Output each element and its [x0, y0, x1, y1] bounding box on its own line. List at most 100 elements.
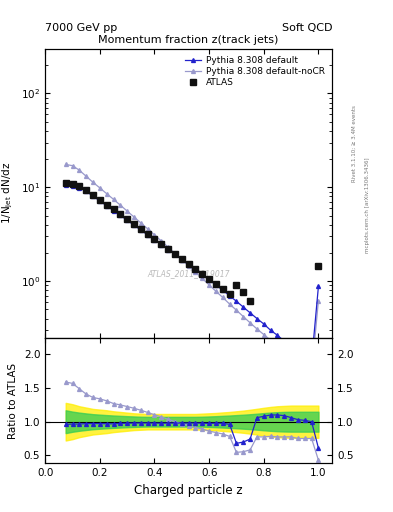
- ATLAS: [91, 192, 95, 198]
- Pythia 8.308 default-noCR: [145, 226, 150, 232]
- Pythia 8.308 default-noCR: [77, 167, 82, 173]
- ATLAS: [241, 289, 246, 295]
- ATLAS: [84, 187, 88, 194]
- ATLAS: [193, 266, 198, 272]
- ATLAS: [214, 281, 219, 287]
- Pythia 8.308 default: [309, 358, 314, 365]
- Pythia 8.308 default-noCR: [220, 294, 225, 301]
- Pythia 8.308 default-noCR: [159, 238, 163, 244]
- Pythia 8.308 default-noCR: [63, 161, 68, 167]
- Pythia 8.308 default-noCR: [173, 250, 177, 257]
- Pythia 8.308 default: [138, 227, 143, 233]
- Pythia 8.308 default: [255, 315, 259, 322]
- Pythia 8.308 default: [214, 282, 219, 288]
- Pythia 8.308 default-noCR: [289, 354, 294, 360]
- Pythia 8.308 default-noCR: [296, 360, 300, 366]
- Pythia 8.308 default-noCR: [193, 269, 198, 275]
- Pythia 8.308 default-noCR: [261, 331, 266, 337]
- Pythia 8.308 default: [227, 293, 232, 299]
- Pythia 8.308 default-noCR: [180, 257, 184, 263]
- Line: ATLAS: ATLAS: [63, 181, 321, 303]
- ATLAS: [200, 271, 205, 277]
- Pythia 8.308 default-noCR: [84, 173, 88, 179]
- Pythia 8.308 default: [268, 327, 273, 333]
- Pythia 8.308 default-noCR: [166, 244, 171, 250]
- Pythia 8.308 default: [248, 310, 252, 316]
- Pythia 8.308 default: [186, 261, 191, 267]
- ATLAS: [180, 255, 184, 262]
- Pythia 8.308 default-noCR: [282, 349, 286, 355]
- Pythia 8.308 default-noCR: [111, 196, 116, 202]
- Pythia 8.308 default: [145, 232, 150, 238]
- Pythia 8.308 default: [220, 287, 225, 293]
- ATLAS: [118, 211, 123, 218]
- ATLAS: [70, 181, 75, 187]
- Pythia 8.308 default: [241, 304, 246, 310]
- Pythia 8.308 default: [132, 222, 136, 228]
- Pythia 8.308 default: [200, 272, 205, 278]
- Pythia 8.308 default-noCR: [275, 343, 280, 349]
- ATLAS: [111, 206, 116, 212]
- Pythia 8.308 default: [234, 298, 239, 305]
- ATLAS: [186, 261, 191, 267]
- Pythia 8.308 default-noCR: [97, 185, 102, 191]
- Y-axis label: 1/N$_{\rm jet}$ dN/dz: 1/N$_{\rm jet}$ dN/dz: [1, 162, 15, 224]
- ATLAS: [125, 217, 130, 223]
- Text: mcplots.cern.ch [arXiv:1306.3436]: mcplots.cern.ch [arXiv:1306.3436]: [365, 157, 370, 252]
- Pythia 8.308 default: [152, 237, 157, 243]
- Pythia 8.308 default: [180, 257, 184, 263]
- ATLAS: [166, 246, 171, 252]
- ATLAS: [159, 241, 163, 247]
- Pythia 8.308 default-noCR: [132, 214, 136, 220]
- ATLAS: [97, 197, 102, 203]
- Legend: Pythia 8.308 default, Pythia 8.308 default-noCR, ATLAS: Pythia 8.308 default, Pythia 8.308 defau…: [182, 53, 328, 90]
- Pythia 8.308 default-noCR: [302, 365, 307, 371]
- Pythia 8.308 default: [84, 188, 88, 195]
- Pythia 8.308 default-noCR: [125, 208, 130, 214]
- Pythia 8.308 default-noCR: [255, 326, 259, 332]
- Pythia 8.308 default: [159, 242, 163, 248]
- Text: Rivet 3.1.10; ≥ 3.4M events: Rivet 3.1.10; ≥ 3.4M events: [352, 105, 357, 182]
- Pythia 8.308 default-noCR: [248, 320, 252, 326]
- Pythia 8.308 default-noCR: [241, 313, 246, 319]
- Pythia 8.308 default: [316, 283, 321, 289]
- ATLAS: [207, 276, 211, 282]
- Pythia 8.308 default: [296, 348, 300, 354]
- Pythia 8.308 default-noCR: [309, 370, 314, 376]
- Pythia 8.308 default-noCR: [200, 275, 205, 282]
- Pythia 8.308 default: [302, 353, 307, 359]
- ATLAS: [234, 283, 239, 289]
- Pythia 8.308 default: [118, 212, 123, 219]
- ATLAS: [132, 221, 136, 227]
- Text: 7000 GeV pp: 7000 GeV pp: [45, 23, 118, 33]
- Pythia 8.308 default: [282, 338, 286, 344]
- Pythia 8.308 default: [70, 183, 75, 189]
- ATLAS: [138, 226, 143, 232]
- Y-axis label: Ratio to ATLAS: Ratio to ATLAS: [8, 362, 18, 439]
- Pythia 8.308 default: [193, 266, 198, 272]
- Pythia 8.308 default: [125, 217, 130, 223]
- Pythia 8.308 default-noCR: [316, 297, 321, 304]
- Pythia 8.308 default-noCR: [152, 232, 157, 238]
- ATLAS: [77, 183, 82, 189]
- Title: Momentum fraction z(track jets): Momentum fraction z(track jets): [99, 35, 279, 45]
- Pythia 8.308 default-noCR: [91, 179, 95, 185]
- Pythia 8.308 default: [111, 207, 116, 214]
- X-axis label: Charged particle z: Charged particle z: [134, 484, 243, 497]
- ATLAS: [63, 180, 68, 186]
- Pythia 8.308 default-noCR: [186, 263, 191, 269]
- Pythia 8.308 default: [166, 246, 171, 252]
- Pythia 8.308 default-noCR: [118, 202, 123, 208]
- Pythia 8.308 default: [289, 344, 294, 350]
- ATLAS: [145, 231, 150, 237]
- Pythia 8.308 default-noCR: [207, 282, 211, 288]
- Pythia 8.308 default: [207, 277, 211, 283]
- Line: Pythia 8.308 default: Pythia 8.308 default: [64, 183, 320, 364]
- Text: ATLAS_2011_I919017: ATLAS_2011_I919017: [147, 270, 230, 279]
- Pythia 8.308 default: [97, 198, 102, 204]
- Pythia 8.308 default: [275, 332, 280, 338]
- Pythia 8.308 default-noCR: [214, 288, 219, 294]
- Text: Soft QCD: Soft QCD: [282, 23, 332, 33]
- Pythia 8.308 default: [261, 321, 266, 327]
- Pythia 8.308 default-noCR: [70, 163, 75, 169]
